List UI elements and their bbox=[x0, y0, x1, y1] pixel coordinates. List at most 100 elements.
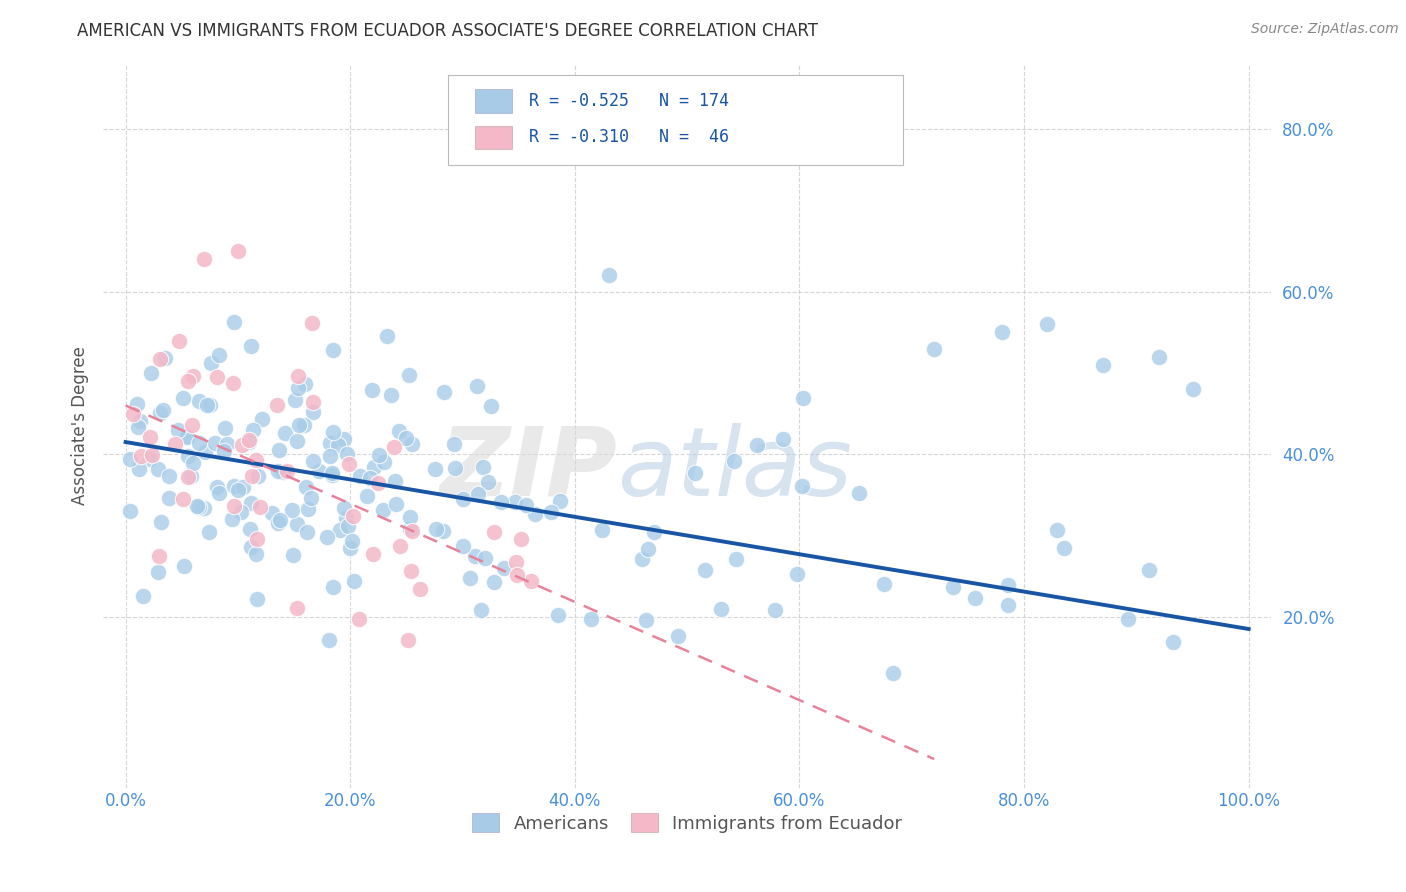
Point bbox=[204, 435, 226, 450]
Point bbox=[242, 423, 264, 437]
Point bbox=[285, 516, 308, 531]
Point bbox=[432, 524, 454, 538]
Point bbox=[221, 376, 243, 390]
Point bbox=[467, 487, 489, 501]
Point bbox=[723, 454, 745, 468]
Point bbox=[1091, 358, 1114, 372]
Point bbox=[505, 495, 527, 509]
Point bbox=[217, 437, 239, 451]
Point bbox=[172, 492, 194, 507]
Point bbox=[882, 666, 904, 681]
Point bbox=[267, 464, 290, 478]
Point bbox=[477, 475, 499, 489]
Point bbox=[322, 425, 344, 440]
Point bbox=[266, 398, 288, 412]
Point bbox=[581, 612, 603, 626]
Point bbox=[1147, 350, 1170, 364]
Point bbox=[231, 505, 253, 519]
Point bbox=[292, 417, 315, 432]
Point bbox=[222, 315, 245, 329]
Point bbox=[222, 500, 245, 514]
Point bbox=[249, 500, 271, 515]
Point bbox=[180, 469, 202, 483]
Point bbox=[181, 418, 204, 433]
Point bbox=[361, 383, 384, 397]
Point bbox=[120, 504, 142, 518]
Point bbox=[239, 339, 262, 353]
Point bbox=[409, 582, 432, 596]
Point bbox=[464, 549, 486, 563]
Point bbox=[181, 456, 204, 470]
Point bbox=[150, 515, 173, 529]
Point bbox=[373, 455, 395, 469]
Point bbox=[637, 542, 659, 557]
Point bbox=[131, 589, 153, 603]
Point bbox=[212, 443, 235, 458]
Point bbox=[398, 510, 420, 524]
Point bbox=[792, 391, 814, 405]
Point bbox=[361, 547, 384, 561]
Point bbox=[226, 244, 249, 258]
Point bbox=[337, 457, 360, 471]
Point bbox=[267, 516, 290, 530]
Point bbox=[118, 452, 141, 467]
Point bbox=[319, 436, 342, 450]
Point bbox=[336, 519, 359, 533]
Point bbox=[321, 466, 343, 480]
Point bbox=[138, 429, 160, 443]
Point bbox=[177, 374, 200, 388]
Point bbox=[198, 398, 221, 412]
Point bbox=[790, 479, 813, 493]
Point bbox=[423, 462, 446, 476]
Point bbox=[285, 434, 308, 449]
Point bbox=[194, 445, 217, 459]
Point bbox=[444, 460, 467, 475]
Point bbox=[322, 343, 344, 357]
Point bbox=[375, 329, 398, 343]
Point bbox=[321, 468, 343, 483]
Point bbox=[247, 468, 270, 483]
Point bbox=[506, 568, 529, 582]
Point bbox=[548, 493, 571, 508]
Point bbox=[359, 471, 381, 485]
Point bbox=[388, 424, 411, 438]
FancyBboxPatch shape bbox=[475, 89, 512, 112]
Point bbox=[997, 599, 1019, 613]
Point bbox=[297, 502, 319, 516]
Point bbox=[207, 348, 229, 362]
Point bbox=[329, 523, 352, 537]
Point bbox=[451, 540, 474, 554]
Point bbox=[425, 522, 447, 536]
Point bbox=[269, 513, 291, 527]
Point bbox=[333, 433, 356, 447]
Point bbox=[332, 501, 354, 516]
Point bbox=[302, 395, 325, 409]
Point bbox=[188, 500, 211, 514]
Point bbox=[301, 316, 323, 330]
Point bbox=[153, 351, 176, 366]
Point bbox=[127, 420, 149, 434]
Point bbox=[148, 462, 170, 476]
Point bbox=[396, 632, 419, 647]
Point bbox=[990, 326, 1012, 340]
Point bbox=[643, 524, 665, 539]
Point bbox=[240, 541, 263, 555]
Point bbox=[482, 524, 505, 539]
Point bbox=[491, 494, 513, 508]
Point bbox=[157, 491, 180, 505]
Point bbox=[398, 368, 420, 382]
Point bbox=[997, 577, 1019, 591]
Point bbox=[342, 574, 364, 589]
Point bbox=[745, 438, 768, 452]
Point bbox=[349, 612, 371, 626]
Point bbox=[336, 447, 359, 461]
Point bbox=[470, 602, 492, 616]
Point bbox=[188, 436, 211, 450]
Text: atlas: atlas bbox=[617, 423, 852, 516]
Point bbox=[274, 426, 297, 441]
Point bbox=[276, 464, 298, 478]
Point bbox=[250, 412, 273, 426]
Point bbox=[465, 379, 488, 393]
Point bbox=[1116, 611, 1139, 625]
Point bbox=[367, 476, 389, 491]
